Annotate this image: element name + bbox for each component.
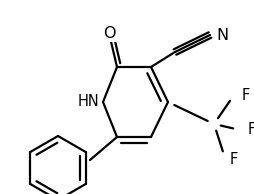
Text: F: F bbox=[242, 87, 250, 102]
Text: F: F bbox=[230, 152, 238, 167]
Text: HN: HN bbox=[77, 94, 99, 109]
Text: N: N bbox=[216, 28, 228, 42]
Text: O: O bbox=[103, 25, 115, 41]
Text: F: F bbox=[248, 122, 254, 138]
